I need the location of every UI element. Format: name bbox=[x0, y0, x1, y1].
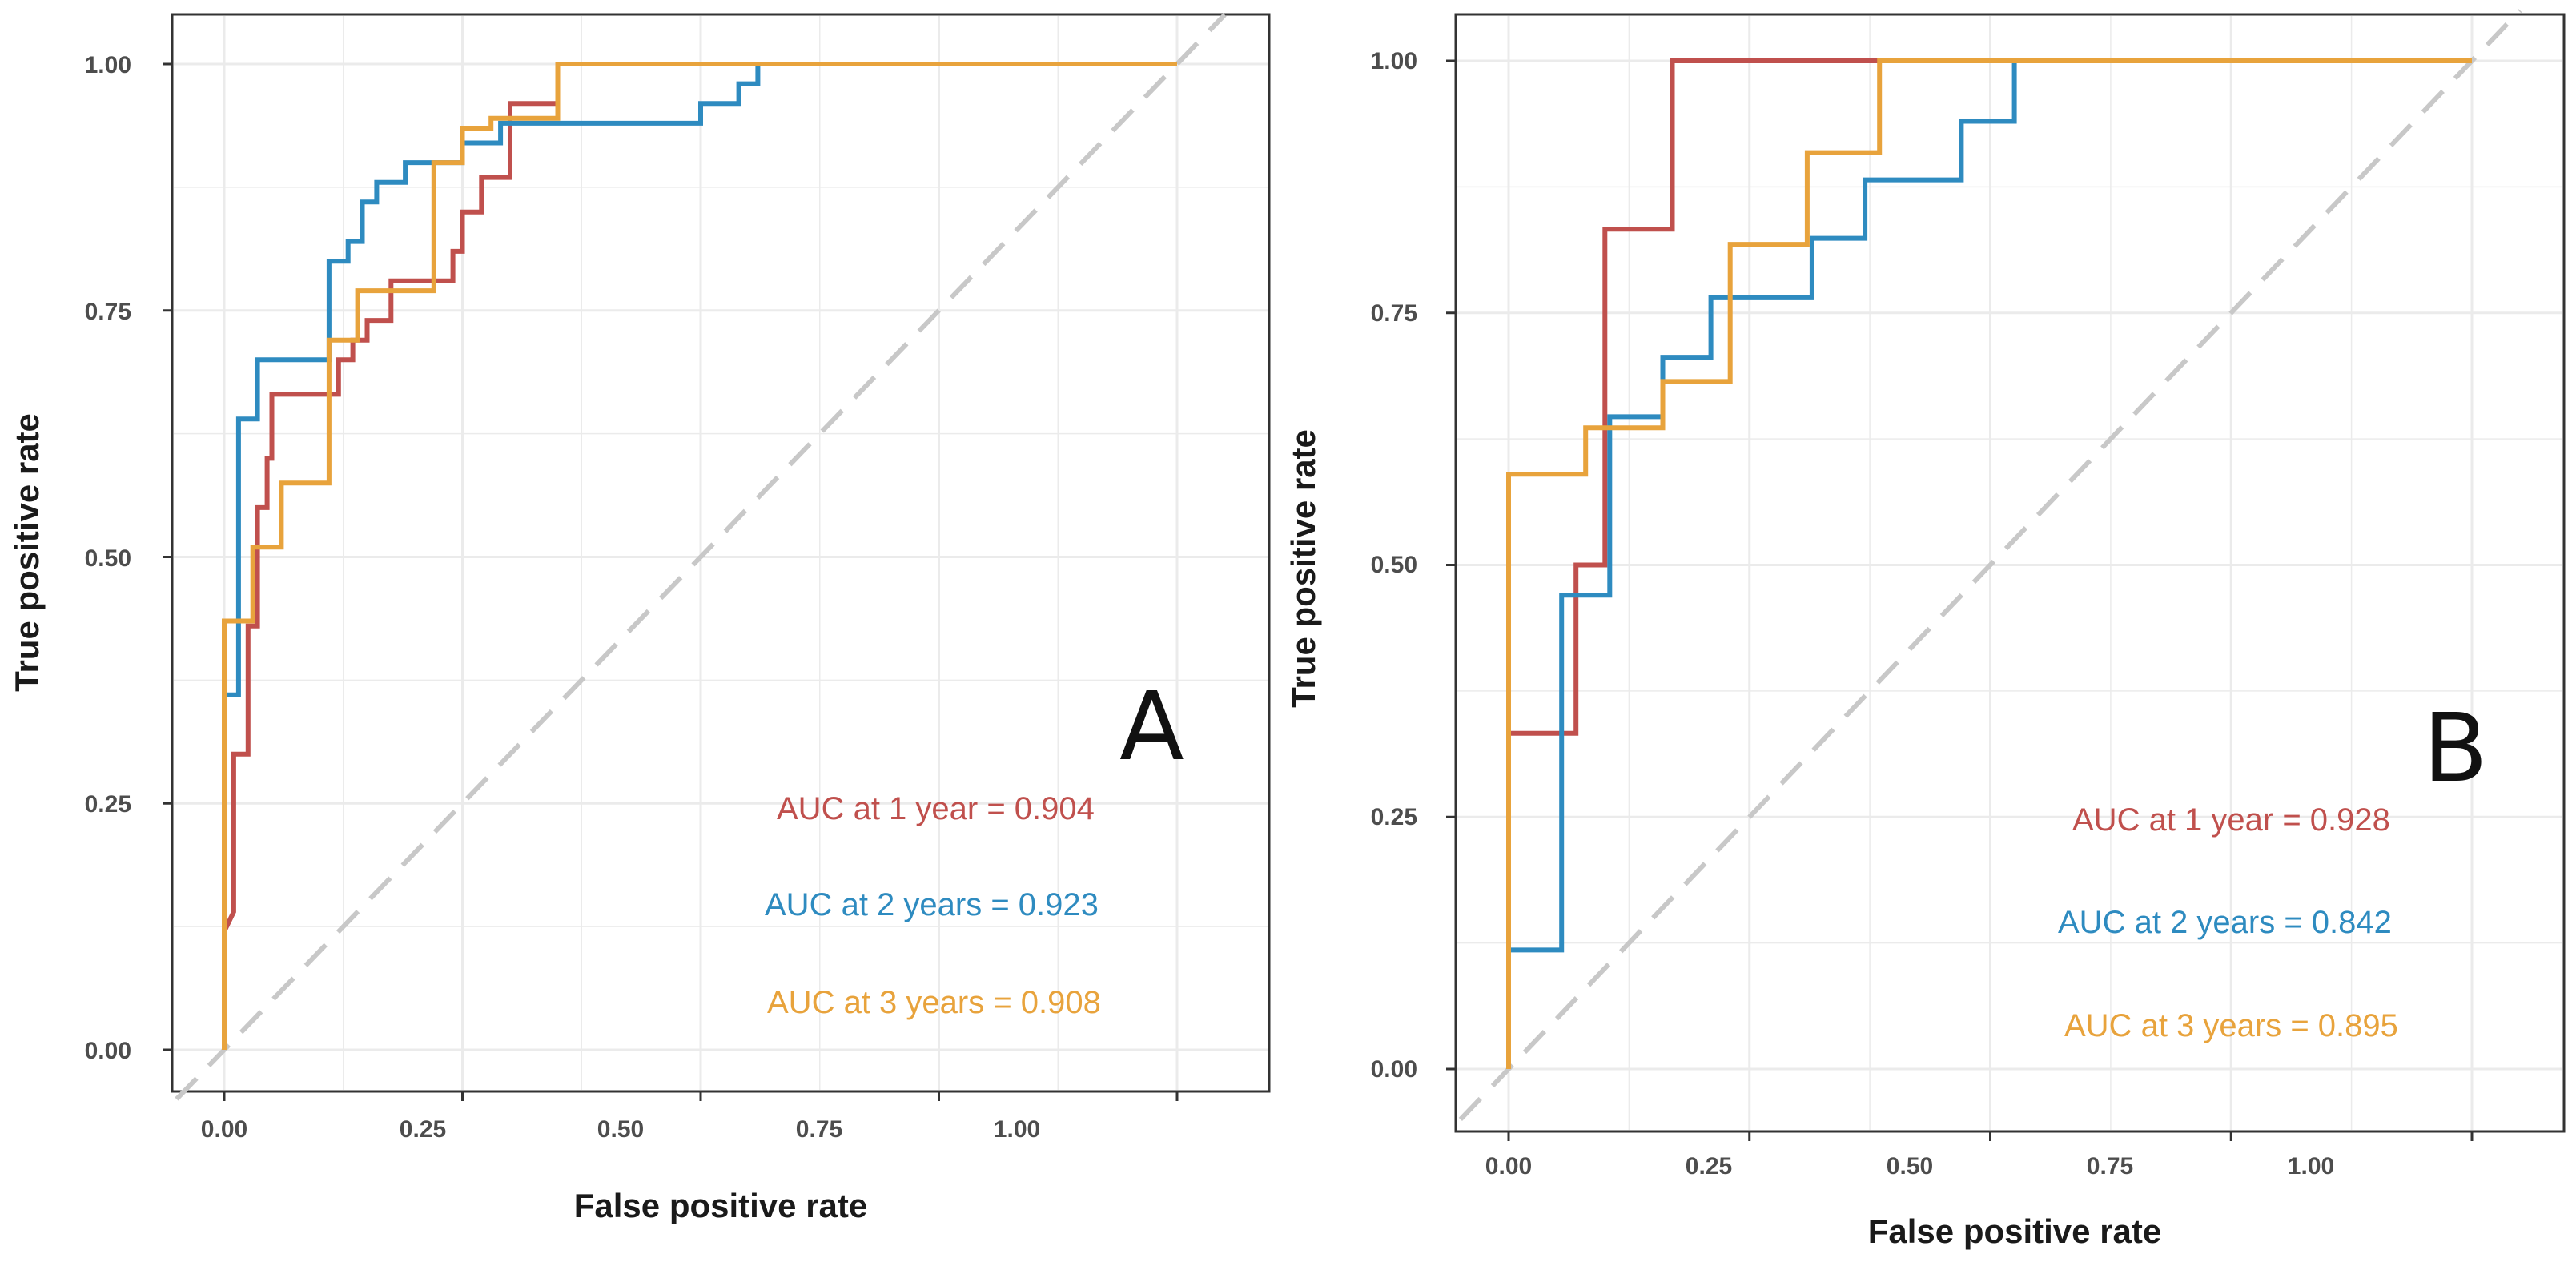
panel-a-y-tick-label: 1.00 bbox=[85, 52, 131, 78]
panel-a-auc-1-year-label: AUC at 1 year = 0.904 bbox=[777, 791, 1095, 826]
panel-b-x-tick-label: 0.50 bbox=[1887, 1153, 1933, 1180]
panel-a-x-tick-label: 0.00 bbox=[201, 1116, 247, 1143]
panel-a-x-axis-title: False positive rate bbox=[574, 1187, 868, 1224]
panel-b-x-axis-title: False positive rate bbox=[1868, 1212, 2162, 1250]
panel-a-y-tick-label: 0.75 bbox=[85, 299, 131, 325]
panel-a-x-tick-label: 0.50 bbox=[597, 1116, 644, 1143]
panel-b-letter: B bbox=[2423, 693, 2488, 803]
panel-b-x-tick-label: 0.25 bbox=[1686, 1153, 1732, 1180]
panel-a-ticks bbox=[163, 62, 1179, 1101]
panel-b-reference-diagonal bbox=[1458, 8, 2522, 1122]
panel-a-plot-border bbox=[171, 13, 1271, 1093]
panel-a-y-tick-label: 0.50 bbox=[85, 545, 131, 572]
panel-a-x-tick-label: 0.75 bbox=[796, 1116, 842, 1143]
panel-b-ticks bbox=[1446, 59, 2474, 1141]
panel-b-gridlines bbox=[1457, 16, 2562, 1130]
panel-a-tick-labels: 0.00 0.25 0.50 0.75 1.00 0.00 0.25 0.50 … bbox=[85, 52, 1041, 1143]
panel-a-y-axis-title: True positive rate bbox=[8, 413, 46, 692]
panel-b-roc-curve-3-years bbox=[1506, 58, 2472, 1069]
panel-b-roc-curve-2-years bbox=[1506, 58, 2472, 1069]
panel-b-roc-curve-1-year bbox=[1506, 58, 2472, 1069]
panel-a-y-tick-label: 0.00 bbox=[85, 1038, 131, 1064]
panel-b-x-tick-label: 0.00 bbox=[1485, 1153, 1532, 1180]
panel-a-roc-curve-3-years bbox=[222, 62, 1177, 1050]
panel-a-roc-curve-2-years bbox=[222, 62, 1177, 1050]
panel-b-auc-3-years-label: AUC at 3 years = 0.895 bbox=[2064, 1008, 2398, 1043]
panel-b-y-axis-title: True positive rate bbox=[1284, 429, 1322, 708]
panel-b-tick-labels: 0.00 0.25 0.50 0.75 1.00 0.00 0.25 0.50 … bbox=[1371, 48, 2335, 1180]
panel-b-y-tick-label: 0.25 bbox=[1371, 804, 1417, 830]
panel-b-auc-1-year-label: AUC at 1 year = 0.928 bbox=[2072, 802, 2390, 838]
panel-b-plot-border bbox=[1454, 13, 2566, 1133]
panel-b-y-tick-label: 0.50 bbox=[1371, 552, 1417, 578]
panel-a-auc-3-years-label: AUC at 3 years = 0.908 bbox=[767, 985, 1101, 1020]
panel-a-x-tick-label: 1.00 bbox=[994, 1116, 1040, 1143]
panel-b-x-tick-label: 1.00 bbox=[2288, 1153, 2334, 1180]
panel-a-y-tick-label: 0.25 bbox=[85, 791, 131, 818]
panel-b-series-group bbox=[1506, 58, 2472, 1069]
panel-b-x-tick-label: 0.75 bbox=[2087, 1153, 2133, 1180]
panel-a-auc-2-years-label: AUC at 2 years = 0.923 bbox=[765, 887, 1099, 922]
panel-b-y-tick-label: 0.75 bbox=[1371, 300, 1417, 327]
panel-b-chart: 0.00 0.25 0.50 0.75 1.00 0.00 0.25 0.50 … bbox=[1284, 8, 2566, 1250]
panel-b-y-tick-label: 0.00 bbox=[1371, 1056, 1417, 1083]
panel-a-letter: A bbox=[1119, 671, 1184, 782]
panel-b-y-tick-label: 1.00 bbox=[1371, 48, 1417, 74]
panel-a-reference-diagonal bbox=[175, 13, 1227, 1101]
panel-b-auc-2-years-label: AUC at 2 years = 0.842 bbox=[2058, 905, 2392, 940]
panel-a-chart: 0.00 0.25 0.50 0.75 1.00 0.00 0.25 0.50 … bbox=[8, 13, 1271, 1224]
panel-a-x-tick-label: 0.25 bbox=[400, 1116, 446, 1143]
panel-a-series-group bbox=[222, 62, 1177, 1050]
